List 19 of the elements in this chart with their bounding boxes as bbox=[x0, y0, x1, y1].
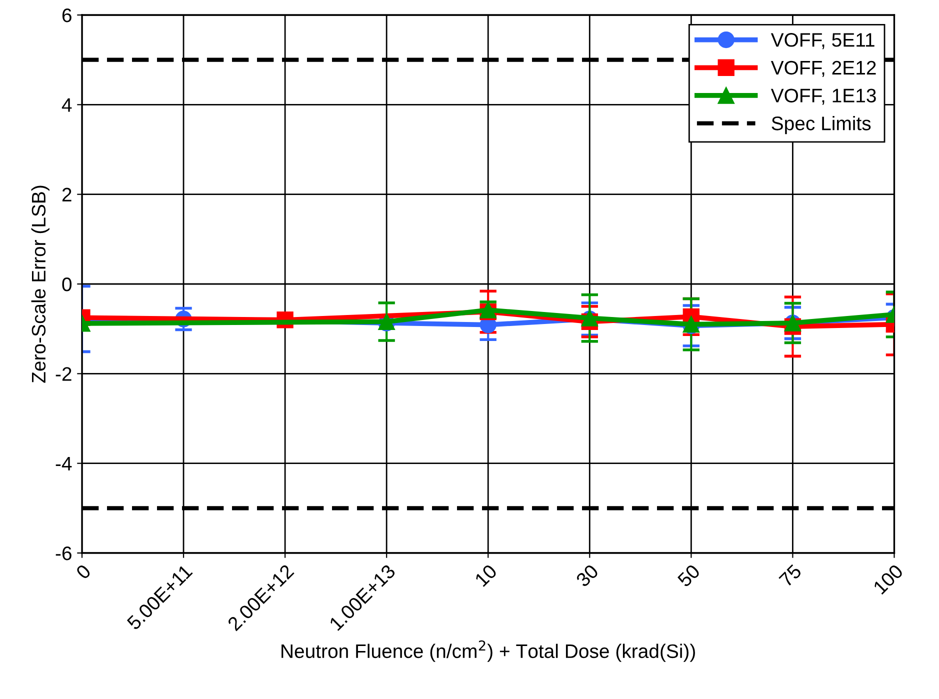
x-tick-label: 0 bbox=[75, 564, 92, 580]
legend-label: VOFF, 2E12 bbox=[770, 60, 876, 77]
x-tick-label: 50 bbox=[676, 564, 701, 588]
y-tick-label: -4 bbox=[56, 457, 72, 470]
x-tick-label: 30 bbox=[575, 564, 600, 588]
y-tick-label: 0 bbox=[62, 277, 72, 292]
x-axis-title: Neutron Fluence (n/cm$^{2}$) + Total Dose (krad(Si)) bbox=[282, 640, 695, 662]
y-tick-label: -2 bbox=[56, 367, 72, 381]
y-tick-label: -6 bbox=[56, 546, 72, 560]
y-axis-title: Zero-Scale Error (LSB) bbox=[31, 186, 50, 383]
y-tick-label: 4 bbox=[62, 98, 72, 112]
x-tick-label: 100 bbox=[872, 564, 904, 595]
y-tick-label: 2 bbox=[62, 188, 72, 202]
x-tick-label: 10 bbox=[474, 564, 498, 588]
legend-label: VOFF, 1E13 bbox=[770, 88, 876, 105]
x-tick-label: 75 bbox=[778, 564, 802, 588]
legend-label: Spec Limits bbox=[772, 116, 871, 134]
legend-label: VOFF, 5E11 bbox=[770, 33, 874, 50]
y-tick-label: 6 bbox=[62, 8, 72, 22]
